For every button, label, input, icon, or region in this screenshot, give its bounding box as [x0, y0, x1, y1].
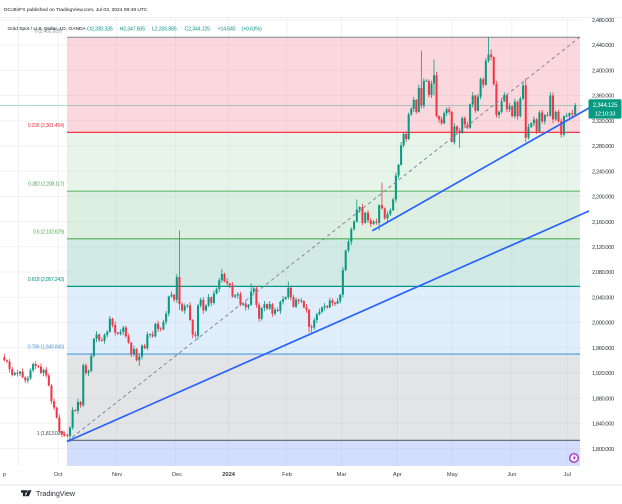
svg-text:0 (2,452.329): 0 (2,452.329): [34, 29, 62, 35]
svg-text:2,400.000: 2,400.000: [592, 69, 614, 75]
svg-text:0.618 (2,057.242): 0.618 (2,057.242): [28, 277, 65, 283]
svg-text:TradingView: TradingView: [36, 490, 76, 498]
svg-text:2,120.000: 2,120.000: [592, 245, 614, 251]
svg-text:12:10:33: 12:10:33: [595, 112, 617, 118]
svg-text:Jun: Jun: [507, 472, 516, 478]
svg-text:O2,330.335: O2,330.335: [87, 26, 113, 32]
svg-text:2,280.000: 2,280.000: [592, 144, 614, 150]
svg-text:+14.640: +14.640: [218, 26, 236, 32]
svg-text:1,960.000: 1,960.000: [592, 346, 614, 352]
svg-text:2,440.000: 2,440.000: [592, 43, 614, 49]
svg-text:Apr: Apr: [393, 472, 402, 478]
svg-text:L2,326.885: L2,326.885: [152, 26, 177, 32]
svg-text:1,920.000: 1,920.000: [592, 371, 614, 377]
svg-text:2,040.000: 2,040.000: [592, 295, 614, 301]
svg-text:0.786 (1,949.840): 0.786 (1,949.840): [28, 345, 65, 351]
svg-text:p: p: [3, 472, 6, 478]
svg-text:0.5 (2,132.679): 0.5 (2,132.679): [33, 229, 65, 235]
svg-text:2,000.000: 2,000.000: [592, 321, 614, 327]
svg-text:2,320.000: 2,320.000: [592, 119, 614, 125]
svg-text:May: May: [447, 472, 458, 478]
svg-text:Gold Spot / U.S. Dollar, 1D, O: Gold Spot / U.S. Dollar, 1D, OANDA: [8, 26, 87, 32]
svg-text:2,160.000: 2,160.000: [592, 220, 614, 226]
svg-text:2,080.000: 2,080.000: [592, 270, 614, 276]
svg-text:1,880.000: 1,880.000: [592, 396, 614, 402]
svg-text:Jul: Jul: [564, 472, 571, 478]
svg-text:2,200.000: 2,200.000: [592, 195, 614, 201]
svg-text:Nov: Nov: [112, 472, 122, 478]
svg-text:0.382 (2,208.117): 0.382 (2,208.117): [28, 182, 64, 188]
svg-text:1,800.000: 1,800.000: [592, 447, 614, 453]
svg-text:Mar: Mar: [337, 472, 347, 478]
svg-text:Feb: Feb: [282, 472, 292, 478]
svg-text:2,240.000: 2,240.000: [592, 169, 614, 175]
svg-text:(+0.63%): (+0.63%): [242, 26, 262, 32]
svg-text:H2,347.605: H2,347.605: [120, 26, 146, 32]
svg-text:2,480.000: 2,480.000: [592, 18, 614, 24]
svg-text:2024: 2024: [222, 472, 235, 478]
svg-text:0.236 (2,301.454): 0.236 (2,301.454): [28, 123, 65, 129]
svg-text:2,344.125: 2,344.125: [593, 102, 618, 109]
svg-text:1 (1,813.029): 1 (1,813.029): [37, 431, 65, 437]
svg-text:Oct: Oct: [54, 472, 63, 478]
svg-text:2,360.000: 2,360.000: [592, 94, 614, 100]
svg-text:1,840.000: 1,840.000: [592, 422, 614, 428]
svg-text:DCottirFX published on Trading: DCottirFX published on TradingView.com, …: [4, 7, 148, 13]
svg-text:Dec: Dec: [172, 472, 182, 478]
svg-text:C2,344.125: C2,344.125: [185, 26, 211, 32]
